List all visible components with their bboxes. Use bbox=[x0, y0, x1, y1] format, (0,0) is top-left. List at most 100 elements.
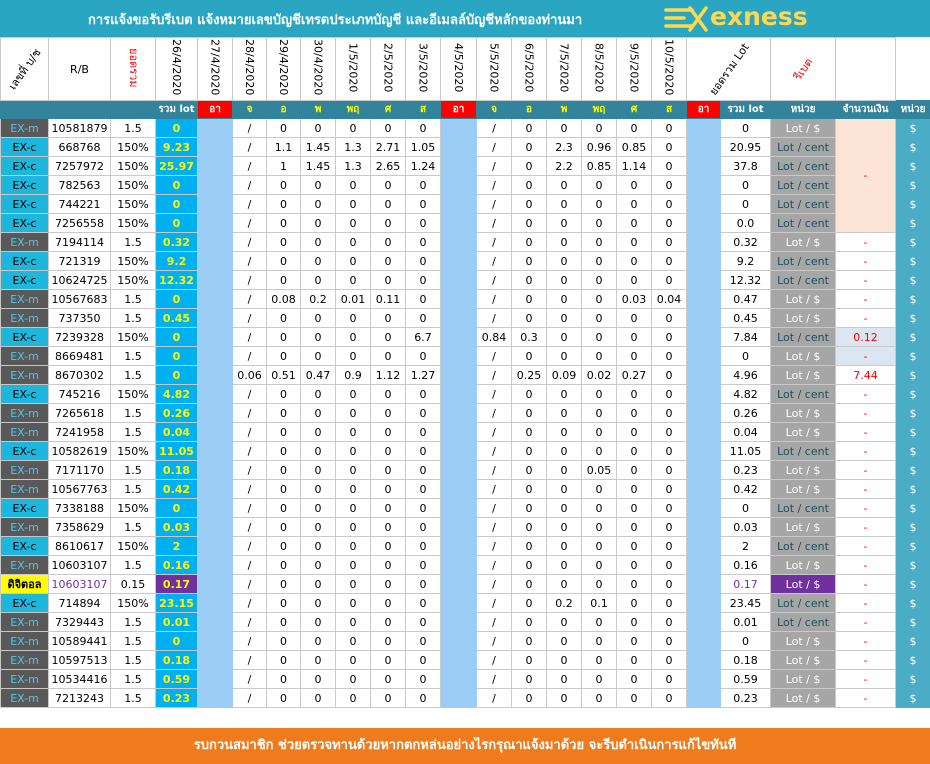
day-value: 0 bbox=[511, 517, 547, 537]
unit: Lot / cent bbox=[770, 441, 837, 461]
day-value: 0 bbox=[300, 574, 336, 594]
total-lot: 0.59 bbox=[155, 669, 198, 689]
day-value: 0 bbox=[651, 574, 687, 594]
account-type: EX-c bbox=[0, 213, 49, 233]
day-value: / bbox=[232, 156, 267, 176]
day-value: 0 bbox=[546, 327, 582, 347]
day-value: / bbox=[232, 631, 267, 651]
sunday-cell bbox=[197, 422, 233, 442]
unit: Lot / cent bbox=[770, 593, 837, 613]
rebate-amount: - bbox=[835, 460, 897, 480]
blank bbox=[110, 100, 156, 119]
day-value: 1.45 bbox=[300, 156, 336, 176]
day-value: 0 bbox=[546, 517, 582, 537]
day-value: 0 bbox=[266, 555, 301, 575]
currency: $ bbox=[895, 137, 930, 157]
day-value: 2.71 bbox=[370, 137, 406, 157]
day-value: 0 bbox=[581, 289, 617, 309]
sunday-cell bbox=[686, 327, 721, 347]
unit: Lot / $ bbox=[770, 631, 837, 651]
sunday-cell bbox=[686, 498, 721, 518]
day-value: 0 bbox=[616, 688, 652, 708]
day-value: / bbox=[476, 289, 512, 309]
day-value: 0.02 bbox=[581, 365, 617, 385]
sunday-cell bbox=[686, 441, 721, 461]
day-value: 0.01 bbox=[335, 289, 371, 309]
day-value: 0 bbox=[651, 536, 687, 556]
day-value: 0 bbox=[511, 631, 547, 651]
day-value: 0 bbox=[370, 118, 406, 138]
rebate-rate: 150% bbox=[110, 194, 156, 214]
blank bbox=[0, 100, 49, 119]
sunday-cell bbox=[197, 270, 233, 290]
day-value: / bbox=[232, 232, 267, 252]
day-value: 0 bbox=[335, 308, 371, 328]
day-value: 0 bbox=[370, 574, 406, 594]
rebate-rate: 150% bbox=[110, 251, 156, 271]
day-value: 0 bbox=[405, 669, 441, 689]
sunday-cell bbox=[197, 669, 233, 689]
rebate-rate: 150% bbox=[110, 156, 156, 176]
sunday-cell bbox=[197, 479, 233, 499]
unit: Lot / cent bbox=[770, 156, 837, 176]
day-value: 0 bbox=[266, 688, 301, 708]
day-value: 0 bbox=[511, 213, 547, 233]
total-lot: 4.82 bbox=[155, 384, 198, 404]
day-value: / bbox=[476, 422, 512, 442]
day-value: 0 bbox=[581, 517, 617, 537]
currency: $ bbox=[895, 555, 930, 575]
sunday-cell bbox=[197, 251, 233, 271]
total-lot: 0.32 bbox=[155, 232, 198, 252]
rebate-rate: 150% bbox=[110, 498, 156, 518]
sunday-cell bbox=[197, 346, 233, 366]
currency: $ bbox=[895, 593, 930, 613]
sub-total: รวม lot bbox=[155, 100, 198, 119]
day-value: 0 bbox=[546, 650, 582, 670]
rebate-rate: 1.5 bbox=[110, 403, 156, 423]
account-type: EX-c bbox=[0, 593, 49, 613]
day-value: 0 bbox=[266, 403, 301, 423]
currency: $ bbox=[895, 251, 930, 271]
sunday-cell bbox=[197, 650, 233, 670]
total-lot: 2 bbox=[155, 536, 198, 556]
day-value: 0 bbox=[616, 175, 652, 195]
day-label: จ bbox=[476, 100, 512, 119]
currency: $ bbox=[895, 498, 930, 518]
rebate-amount: - bbox=[835, 612, 897, 632]
account-type: EX-m bbox=[0, 688, 49, 708]
day-value: / bbox=[476, 688, 512, 708]
sunday-cell bbox=[440, 308, 477, 328]
total-lot: 0.42 bbox=[155, 479, 198, 499]
day-value: 0 bbox=[511, 346, 547, 366]
blank bbox=[48, 100, 111, 119]
currency: $ bbox=[895, 479, 930, 499]
rebate-amount: - bbox=[835, 346, 897, 366]
sunday-cell bbox=[440, 498, 477, 518]
total-lot: 0 bbox=[155, 175, 198, 195]
day-value: 0 bbox=[581, 194, 617, 214]
day-value: 0 bbox=[405, 422, 441, 442]
date-header-text: 28/4/2020 bbox=[243, 39, 256, 96]
blank-header bbox=[835, 37, 897, 101]
footer: รบกวนสมาชิก ช่วยตรวจทานด้วยหากตกหล่นอย่า… bbox=[0, 728, 930, 764]
unit: Lot / $ bbox=[770, 460, 837, 480]
sunday-cell bbox=[686, 289, 721, 309]
total-lot: 0.18 bbox=[155, 650, 198, 670]
day-value: 0 bbox=[335, 346, 371, 366]
unit: Lot / cent bbox=[770, 137, 837, 157]
day-value: / bbox=[232, 460, 267, 480]
day-value: 0 bbox=[335, 650, 371, 670]
day-value: 0 bbox=[511, 251, 547, 271]
day-value: 0.85 bbox=[581, 156, 617, 176]
header-row: เลขที่ บ/ช R/B ยอดรวม 26/4/2020 27/4/2020 28/… bbox=[0, 37, 930, 101]
sunday-cell bbox=[197, 593, 233, 613]
day-value: 0 bbox=[546, 460, 582, 480]
sunday-cell bbox=[440, 479, 477, 499]
day-label: อ bbox=[511, 100, 547, 119]
data-row: EX-m 10603107 1.5 0.16/0 0 0 0 0/0 0 0 0 0 0.16 Lot /… bbox=[0, 555, 930, 575]
day-value: 0 bbox=[300, 650, 336, 670]
sub-currency: หน่วย bbox=[895, 100, 930, 119]
data-row: EX-c 782563 150% 0/0 0 0 0 0/0 0 0 0 0 0 Lot / cent $ bbox=[0, 175, 930, 195]
day-value: 0 bbox=[266, 574, 301, 594]
total-lot: 0 bbox=[155, 289, 198, 309]
